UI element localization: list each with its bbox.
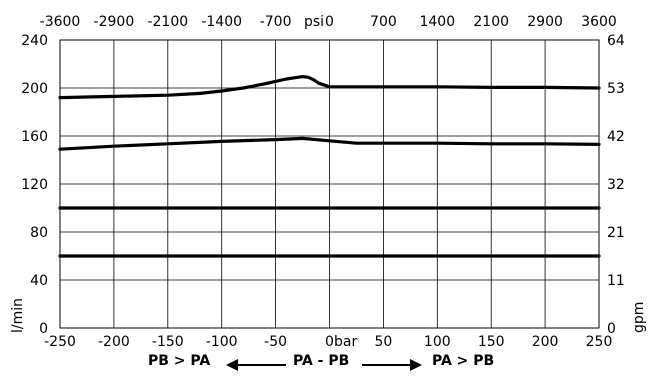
x2-tick-label: 1400 — [419, 14, 455, 30]
x2-tick-label: -1400 — [201, 14, 242, 30]
x2-tick-label: 700 — [370, 14, 397, 30]
y-tick-label: 200 — [21, 81, 48, 97]
x-unit-label: bar — [334, 334, 357, 350]
tick-labels: -250 -3600 -200 -2900 -150 -2100 -100 -1400 -50 -… — [21, 14, 625, 350]
x2-tick-label: -2900 — [94, 14, 135, 30]
y2-unit-label: gpm — [631, 302, 647, 333]
x-tick-label: 0 — [325, 334, 334, 350]
y-tick-label: 120 — [21, 177, 48, 193]
x-tick-label: 100 — [424, 334, 451, 350]
series-line-1 — [58, 74, 601, 100]
direction-legend: PB > PA PA - PB PA > PB — [0, 352, 648, 376]
y2-tick-label: 0 — [607, 321, 616, 337]
x2-tick-label: 2100 — [473, 14, 509, 30]
series-line-2 — [58, 136, 601, 151]
y-unit-label: l/min — [10, 298, 26, 333]
x-tick-label: -100 — [206, 334, 238, 350]
grid — [59, 39, 600, 329]
pa-to-pb-label: PA > PB — [432, 353, 495, 369]
y-tick-label: 240 — [21, 33, 48, 49]
x2-tick-label: 0 — [325, 14, 334, 30]
pb-to-pa-label: PB > PA — [148, 353, 211, 369]
x-tick-label: -50 — [264, 334, 287, 350]
y-tick-label: 0 — [39, 321, 48, 337]
x2-tick-label: 3600 — [581, 14, 617, 30]
flow-chart: -250 -3600 -200 -2900 -150 -2100 -100 -1400 -50 -… — [10, 14, 647, 350]
x-tick-label: -250 — [44, 334, 76, 350]
x2-unit-label: psi — [304, 14, 324, 30]
arrow-right-icon — [362, 359, 422, 371]
x2-tick-label: -2100 — [147, 14, 188, 30]
x2-tick-label: -700 — [260, 14, 292, 30]
pa-minus-pb-label: PA - PB — [293, 353, 350, 369]
y-tick-label: 40 — [30, 273, 48, 289]
x-tick-label: -150 — [152, 334, 184, 350]
x2-tick-label: -3600 — [40, 14, 81, 30]
x-tick-label: -200 — [98, 334, 130, 350]
y2-tick-label: 32 — [607, 177, 625, 193]
y-tick-label: 80 — [30, 225, 48, 241]
x-tick-label: 150 — [478, 334, 505, 350]
series-group — [58, 74, 601, 258]
x-tick-label: 50 — [374, 334, 392, 350]
y2-tick-label: 11 — [607, 273, 625, 289]
y-tick-label: 160 — [21, 129, 48, 145]
x-tick-label: 200 — [532, 334, 559, 350]
y2-tick-label: 64 — [607, 33, 625, 49]
x-tick-label: 250 — [586, 334, 613, 350]
y2-tick-label: 53 — [607, 81, 625, 97]
y2-tick-label: 42 — [607, 129, 625, 145]
x2-tick-label: 2900 — [527, 14, 563, 30]
y2-tick-label: 21 — [607, 225, 625, 241]
arrow-left-icon — [226, 359, 286, 371]
